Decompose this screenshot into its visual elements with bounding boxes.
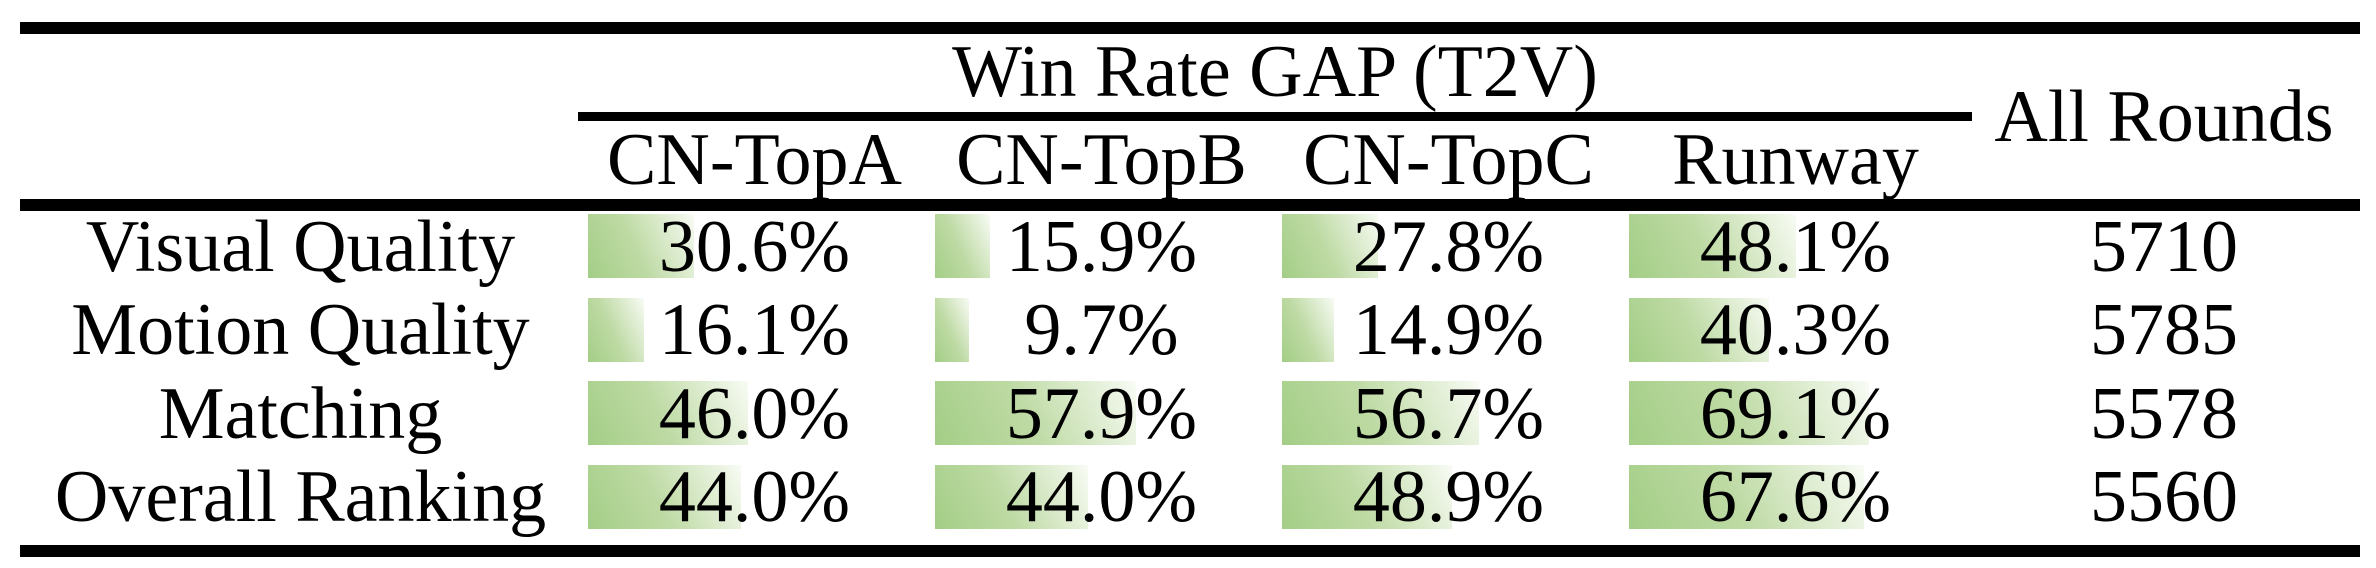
win-rate-cell: 44.0%	[581, 456, 928, 538]
all-rounds-value: 5560	[2090, 456, 2238, 538]
win-rate-bar	[935, 297, 969, 362]
win-rate-bar	[588, 464, 741, 529]
win-rate-value: 16.1%	[658, 289, 851, 371]
row-label: Matching	[158, 372, 443, 455]
win-rate-cell: 15.9%	[928, 205, 1275, 288]
win-rate-value: 57.9%	[1005, 372, 1198, 455]
win-rate-bar	[588, 297, 644, 362]
win-rate-cell: 40.3%	[1622, 289, 1969, 371]
win-rate-value: 69.1%	[1699, 372, 1892, 455]
win-rate-value: 9.7%	[1024, 289, 1179, 371]
win-rate-cell: 27.8%	[1275, 205, 1622, 288]
table-body: Visual Quality 30.6% 15.9% 27.8% 48.1% 5710 Mo…	[0, 205, 2376, 546]
win-rate-value: 56.7%	[1352, 372, 1545, 455]
win-rate-bar	[1629, 297, 1769, 362]
cmid-rule	[578, 112, 1972, 121]
column-header-cn-topc: CN-TopC	[1303, 119, 1594, 201]
win-rate-cell: 48.1%	[1622, 205, 1969, 288]
table-row: Motion Quality 16.1% 9.7% 14.9% 40.3% 5785	[0, 289, 2376, 379]
row-label: Overall Ranking	[54, 456, 547, 538]
header-bottom-rule	[20, 199, 2360, 211]
win-rate-value: 14.9%	[1352, 289, 1545, 371]
win-rate-value: 48.1%	[1699, 205, 1892, 288]
group-header-win-rate-gap: Win Rate GAP (T2V)	[952, 31, 1598, 113]
win-rate-bar	[588, 214, 695, 278]
column-header-cn-topa: CN-TopA	[607, 119, 902, 201]
win-rate-cell: 16.1%	[581, 289, 928, 371]
win-rate-cell: 44.0%	[928, 456, 1275, 538]
win-rate-cell: 46.0%	[581, 372, 928, 455]
win-rate-bar	[1282, 464, 1452, 529]
all-rounds-value: 5785	[2090, 289, 2238, 371]
table-row: Overall Ranking 44.0% 44.0% 48.9% 67.6% 5560	[0, 456, 2376, 546]
row-label: Motion Quality	[71, 289, 530, 371]
win-rate-bar	[1629, 214, 1796, 278]
row-label: Visual Quality	[85, 205, 516, 288]
win-rate-value: 67.6%	[1699, 456, 1892, 538]
bottom-rule	[20, 545, 2360, 557]
win-rate-bar	[1282, 297, 1334, 362]
win-rate-value: 48.9%	[1352, 456, 1545, 538]
win-rate-value: 46.0%	[658, 372, 851, 455]
column-header-all-rounds: All Rounds	[1994, 75, 2334, 158]
win-rate-cell: 57.9%	[928, 372, 1275, 455]
column-header-runway: Runway	[1672, 119, 1919, 201]
all-rounds-value: 5578	[2090, 372, 2238, 455]
top-rule	[20, 22, 2360, 34]
win-rate-bar	[1282, 214, 1379, 278]
column-header-row: CN-TopA CN-TopB CN-TopC Runway	[0, 121, 2376, 199]
win-rate-cell: 69.1%	[1622, 372, 1969, 455]
win-rate-value: 30.6%	[658, 205, 851, 288]
win-rate-bar	[1629, 381, 1869, 445]
win-rate-value: 44.0%	[658, 456, 851, 538]
win-rate-bar	[935, 464, 1088, 529]
win-rate-cell: 67.6%	[1622, 456, 1969, 538]
win-rate-value: 15.9%	[1005, 205, 1198, 288]
win-rate-value: 27.8%	[1352, 205, 1545, 288]
win-rate-cell: 9.7%	[928, 289, 1275, 371]
table-row: Matching 46.0% 57.9% 56.7% 69.1% 5578	[0, 372, 2376, 462]
win-rate-cell: 30.6%	[581, 205, 928, 288]
win-rate-bar	[588, 381, 748, 445]
win-rate-bar	[935, 214, 991, 278]
win-rate-value: 44.0%	[1005, 456, 1198, 538]
all-rounds-value: 5710	[2090, 205, 2238, 288]
win-rate-cell: 48.9%	[1275, 456, 1622, 538]
column-header-cn-topb: CN-TopB	[956, 119, 1247, 201]
win-rate-bar	[1282, 381, 1479, 445]
win-rate-bar	[935, 381, 1136, 445]
win-rate-cell: 56.7%	[1275, 372, 1622, 455]
win-rate-bar	[1629, 464, 1864, 529]
win-rate-cell: 14.9%	[1275, 289, 1622, 371]
table-row: Visual Quality 30.6% 15.9% 27.8% 48.1% 5710	[0, 205, 2376, 295]
win-rate-value: 40.3%	[1699, 289, 1892, 371]
